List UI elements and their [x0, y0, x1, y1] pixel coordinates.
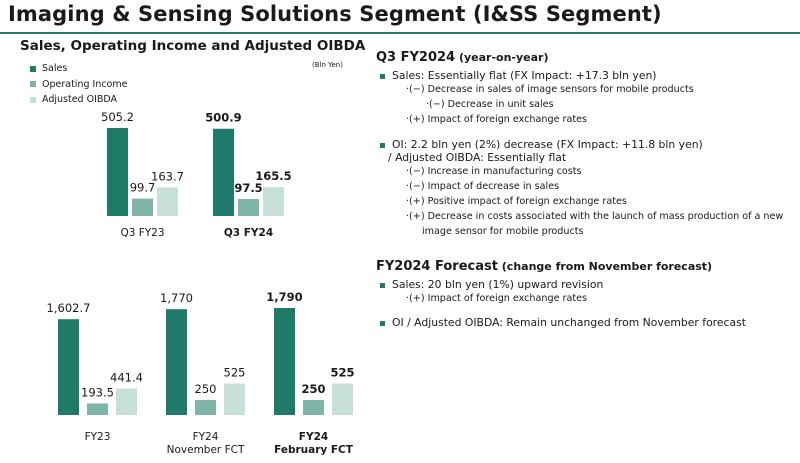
bullet-square-icon [380, 143, 385, 148]
bar-operating-income-annual [195, 400, 216, 415]
data-label-sales-annual: 1,790 [266, 290, 302, 304]
bullet-square-icon [380, 74, 385, 79]
q3-oi-point: ·(+) Decrease in costs associated with t… [406, 211, 784, 222]
q3-oi-text-continued: / Adjusted OIBDA: Essentially flat [388, 151, 567, 164]
data-label-operating-income-quarterly: 97.5 [234, 181, 262, 195]
data-label-adjusted-oibda-annual: 525 [330, 366, 354, 380]
bar-operating-income-quarterly [132, 198, 153, 216]
bar-adjusted-oibda-annual [116, 388, 137, 415]
category-label-annual: February FCT [274, 444, 354, 456]
forecast-sales-text: Sales: 20 bln yen (1%) upward revision [392, 278, 604, 291]
q3-sales-point: ·(−) Decrease in unit sales [426, 99, 554, 110]
legend: Sales Operating Income Adjusted OIBDA [30, 61, 127, 108]
q3-title: Q3 FY2024 [376, 50, 456, 65]
data-label-adjusted-oibda-quarterly: 165.5 [255, 169, 291, 183]
bar-operating-income-annual [303, 400, 324, 415]
data-label-operating-income-annual: 250 [195, 382, 217, 396]
unit-label: (Bln Yen) [312, 61, 343, 69]
page-title: Imaging & Sensing Solutions Segment (I&S… [8, 2, 662, 26]
q3-oi-bullet: OI: 2.2 bln yen (2%) decrease (FX Impact… [376, 138, 796, 151]
bar-operating-income-annual [87, 403, 108, 415]
forecast-oi-text: OI / Adjusted OIBDA: Remain unchanged fr… [392, 316, 746, 329]
q3-sales-bullet: Sales: Essentially flat (FX Impact: +17.… [376, 69, 796, 82]
forecast-heading: FY2024 Forecast (change from November fo… [376, 259, 796, 274]
data-label-adjusted-oibda-quarterly: 163.7 [151, 169, 184, 183]
chart-heading: Sales, Operating Income and Adjusted OIB… [20, 38, 366, 54]
legend-swatch-operating-income [30, 81, 36, 88]
legend-item-operating-income: Operating Income [30, 77, 127, 93]
commentary-panel: Q3 FY2024 (year-on-year) Sales: Essentia… [376, 50, 796, 329]
bar-sales-annual [166, 309, 187, 415]
data-label-sales-annual: 1,770 [160, 291, 193, 305]
legend-label-adjusted-oibda: Adjusted OIBDA [42, 94, 118, 105]
category-label-quarterly: Q3 FY24 [224, 227, 273, 239]
forecast-sales-bullet: Sales: 20 bln yen (1%) upward revision [376, 278, 796, 291]
forecast-sales-point: ·(+) Impact of foreign exchange rates [406, 293, 588, 304]
category-label-annual: FY24 [299, 431, 328, 443]
q3-sales-point: ·(−) Decrease in sales of image sensors … [406, 84, 694, 95]
title-rule [0, 32, 800, 34]
bar-adjusted-oibda-quarterly [157, 187, 178, 216]
category-label-quarterly: Q3 FY23 [120, 227, 164, 239]
bar-sales-quarterly [213, 128, 234, 216]
category-label-annual: FY24 [193, 431, 219, 443]
legend-item-sales: Sales [30, 61, 127, 77]
bar-sales-quarterly [107, 128, 128, 216]
data-label-operating-income-quarterly: 99.7 [130, 181, 156, 195]
forecast-title-sub: (change from November forecast) [497, 260, 713, 273]
category-label-annual: FY23 [85, 431, 111, 443]
category-label-annual: November FCT [167, 444, 245, 456]
q3-oi-point: ·(+) Positive impact of foreign exchange… [406, 196, 627, 207]
q3-title-sub: (year-on-year) [455, 51, 549, 64]
bullet-square-icon [380, 321, 385, 326]
legend-swatch-adjusted-oibda [30, 96, 36, 103]
data-label-sales-quarterly: 505.2 [101, 110, 134, 124]
bullet-square-icon [380, 283, 385, 288]
q3-heading: Q3 FY2024 (year-on-year) [376, 50, 796, 65]
bar-sales-annual [274, 308, 295, 415]
bar-adjusted-oibda-quarterly [263, 187, 284, 216]
q3-oi-point-continued: image sensor for mobile products [422, 226, 584, 237]
bar-adjusted-oibda-annual [224, 383, 245, 415]
data-label-adjusted-oibda-annual: 525 [224, 366, 246, 380]
q3-oi-text: OI: 2.2 bln yen (2%) decrease (FX Impact… [392, 138, 703, 151]
legend-item-adjusted-oibda: Adjusted OIBDA [30, 92, 127, 108]
q3-oi-point: ·(−) Impact of decrease in sales [406, 181, 560, 192]
legend-swatch-sales [30, 65, 36, 72]
q3-oi-point: ·(−) Increase in manufacturing costs [406, 166, 582, 177]
forecast-oi-bullet: OI / Adjusted OIBDA: Remain unchanged fr… [376, 316, 796, 329]
forecast-title: FY2024 Forecast [376, 259, 498, 274]
legend-label-sales: Sales [42, 63, 68, 74]
q3-sales-point: ·(+) Impact of foreign exchange rates [406, 114, 588, 125]
data-label-operating-income-annual: 193.5 [81, 385, 114, 399]
bar-adjusted-oibda-annual [332, 383, 353, 415]
bar-sales-annual [58, 319, 79, 415]
data-label-adjusted-oibda-annual: 441.4 [110, 371, 143, 385]
data-label-operating-income-annual: 250 [301, 382, 325, 396]
data-label-sales-annual: 1,602.7 [47, 301, 91, 315]
bar-operating-income-quarterly [238, 199, 259, 216]
legend-label-operating-income: Operating Income [42, 78, 128, 90]
q3-sales-text: Sales: Essentially flat (FX Impact: +17.… [392, 69, 657, 82]
data-label-sales-quarterly: 500.9 [205, 111, 241, 125]
